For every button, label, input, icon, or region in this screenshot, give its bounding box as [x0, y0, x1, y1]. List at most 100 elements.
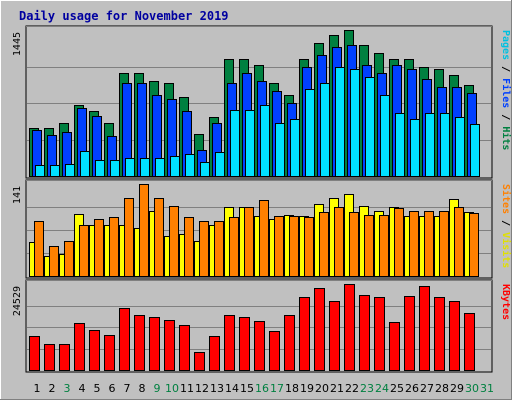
bar-sites-day-14 — [229, 217, 239, 277]
x-tick-label-21: 21 — [330, 382, 344, 395]
bar-pages-day-25 — [395, 113, 405, 177]
y-axis-title-part-3: / — [500, 108, 511, 126]
x-tick-label-1: 1 — [34, 382, 41, 395]
bar-kbytes-day-29 — [449, 301, 460, 371]
bar-pages-day-19 — [305, 89, 315, 177]
bar-pages-day-27 — [425, 113, 435, 177]
x-tick-label-4: 4 — [79, 382, 86, 395]
bar-kbytes-day-1 — [29, 336, 40, 371]
bar-sites-day-1 — [34, 221, 44, 277]
chart-title: Daily usage for November 2019 — [19, 9, 229, 23]
bar-sites-day-26 — [409, 211, 419, 277]
y-axis-title-part-0: Pages — [500, 30, 511, 60]
bar-kbytes-day-14 — [224, 315, 235, 371]
x-tick-label-19: 19 — [300, 382, 314, 395]
bar-sites-day-15 — [244, 207, 254, 277]
bar-kbytes-day-30 — [464, 313, 475, 371]
x-tick-label-13: 13 — [210, 382, 224, 395]
bar-sites-day-10 — [169, 206, 179, 277]
y-max-label-hits_files_pages: 1445 — [12, 32, 23, 56]
x-tick-label-10: 10 — [165, 382, 179, 395]
bar-pages-day-1 — [35, 165, 45, 177]
y-axis-title-part-0: Sites — [500, 184, 512, 214]
bar-sites-day-4 — [79, 225, 89, 277]
x-tick-label-9: 9 — [154, 382, 161, 395]
bar-pages-day-24 — [380, 95, 390, 177]
y-axis-title-part-2: Visits — [500, 232, 512, 268]
bar-kbytes-day-9 — [149, 317, 160, 371]
bar-sites-day-3 — [64, 241, 74, 277]
x-axis-labels: 1 2 3 4 5 6 7 8 9 10 11 12 13 14 15 16 17 18 19 20 21 22 23 24 2… — [34, 382, 495, 395]
y-max-label-kbytes: 24529 — [12, 286, 23, 316]
bar-sites-day-17 — [274, 216, 284, 277]
panel-kbytes: 24529 KBytes — [12, 279, 511, 373]
bar-sites-day-29 — [454, 207, 464, 277]
x-tick-label-26: 26 — [405, 382, 419, 395]
x-tick-label-16: 16 — [255, 382, 269, 395]
x-tick-label-2: 2 — [49, 382, 56, 395]
bar-pages-day-23 — [365, 77, 375, 177]
x-tick-label-5: 5 — [94, 382, 101, 395]
y-axis-title-part-1: / — [500, 60, 511, 78]
x-tick-label-28: 28 — [435, 382, 449, 395]
bar-sites-day-13 — [214, 221, 224, 277]
bar-kbytes-day-27 — [419, 286, 430, 371]
bar-kbytes-day-8 — [134, 315, 145, 371]
bar-pages-day-2 — [50, 165, 60, 177]
bar-sites-day-2 — [49, 246, 59, 277]
bar-kbytes-day-15 — [239, 317, 250, 371]
bar-sites-day-20 — [319, 212, 329, 277]
bar-pages-day-28 — [440, 113, 450, 177]
bar-sites-day-18 — [289, 216, 299, 277]
bar-kbytes-day-28 — [434, 297, 445, 371]
y-axis-title-part-0: KBytes — [500, 284, 511, 320]
bar-kbytes-day-12 — [194, 352, 205, 371]
bar-kbytes-day-10 — [164, 320, 175, 371]
x-tick-label-8: 8 — [139, 382, 146, 395]
bar-pages-day-7 — [125, 158, 135, 177]
bar-pages-day-15 — [245, 110, 255, 177]
y-max-label-visits_sites: 141 — [12, 186, 23, 204]
bar-sites-day-7 — [124, 198, 134, 277]
bar-kbytes-day-24 — [374, 297, 385, 371]
x-tick-label-11: 11 — [180, 382, 194, 395]
bar-pages-day-10 — [170, 156, 180, 177]
panel-visits_sites: 141 Sites / Visits — [12, 179, 512, 279]
bar-kbytes-day-17 — [269, 331, 280, 371]
bar-sites-day-25 — [394, 208, 404, 277]
bar-kbytes-day-13 — [209, 336, 220, 371]
bar-kbytes-day-4 — [74, 323, 85, 371]
panel-hits_files_pages: 1445 Pages / Files / Hits — [12, 25, 512, 179]
bar-kbytes-day-20 — [314, 288, 325, 371]
x-tick-label-31: 31 — [480, 382, 494, 395]
bar-pages-day-14 — [230, 110, 240, 177]
x-tick-label-14: 14 — [225, 382, 239, 395]
bar-sites-day-21 — [334, 207, 344, 277]
x-tick-label-30: 30 — [465, 382, 479, 395]
x-tick-label-18: 18 — [285, 382, 299, 395]
x-tick-label-24: 24 — [375, 382, 389, 395]
y-axis-title-kbytes: KBytes — [500, 284, 511, 320]
bar-sites-day-28 — [439, 211, 449, 277]
x-tick-label-25: 25 — [390, 382, 404, 395]
x-tick-label-27: 27 — [420, 382, 434, 395]
y-axis-title-part-4: Hits — [500, 126, 512, 150]
chart-panels: 1445 Pages / Files / Hits 141 Sites / Visit… — [12, 25, 512, 373]
bar-sites-day-16 — [259, 200, 269, 277]
bar-sites-day-23 — [364, 215, 374, 277]
x-tick-label-6: 6 — [109, 382, 116, 395]
bar-pages-day-26 — [410, 119, 420, 177]
x-tick-label-3: 3 — [64, 382, 71, 395]
x-tick-label-29: 29 — [450, 382, 464, 395]
bar-kbytes-day-7 — [119, 308, 130, 371]
bar-pages-day-11 — [185, 154, 195, 177]
x-tick-label-17: 17 — [270, 382, 284, 395]
bar-pages-day-12 — [200, 162, 210, 177]
bar-pages-day-30 — [470, 124, 480, 177]
bar-kbytes-day-22 — [344, 284, 355, 371]
y-axis-title-part-2: Files — [500, 78, 512, 108]
bar-pages-day-17 — [275, 123, 285, 177]
bar-kbytes-day-16 — [254, 321, 265, 371]
bar-pages-day-20 — [320, 83, 330, 177]
bar-kbytes-day-23 — [359, 295, 370, 371]
